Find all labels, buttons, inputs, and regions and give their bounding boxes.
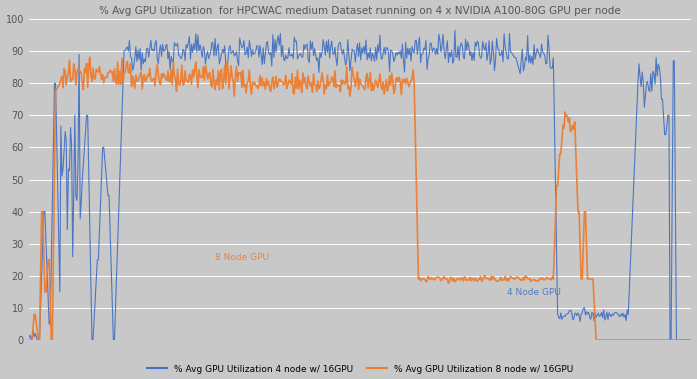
Title: % Avg GPU Utilization  for HPCWAC medium Dataset running on 4 x NVIDIA A100-80G : % Avg GPU Utilization for HPCWAC medium … [99,6,621,16]
Text: 8 Node GPU: 8 Node GPU [215,253,268,262]
Text: 4 Node GPU: 4 Node GPU [507,288,560,297]
Legend: % Avg GPU Utilization 4 node w/ 16GPU, % Avg GPU Utilization 8 node w/ 16GPU: % Avg GPU Utilization 4 node w/ 16GPU, %… [144,361,577,377]
